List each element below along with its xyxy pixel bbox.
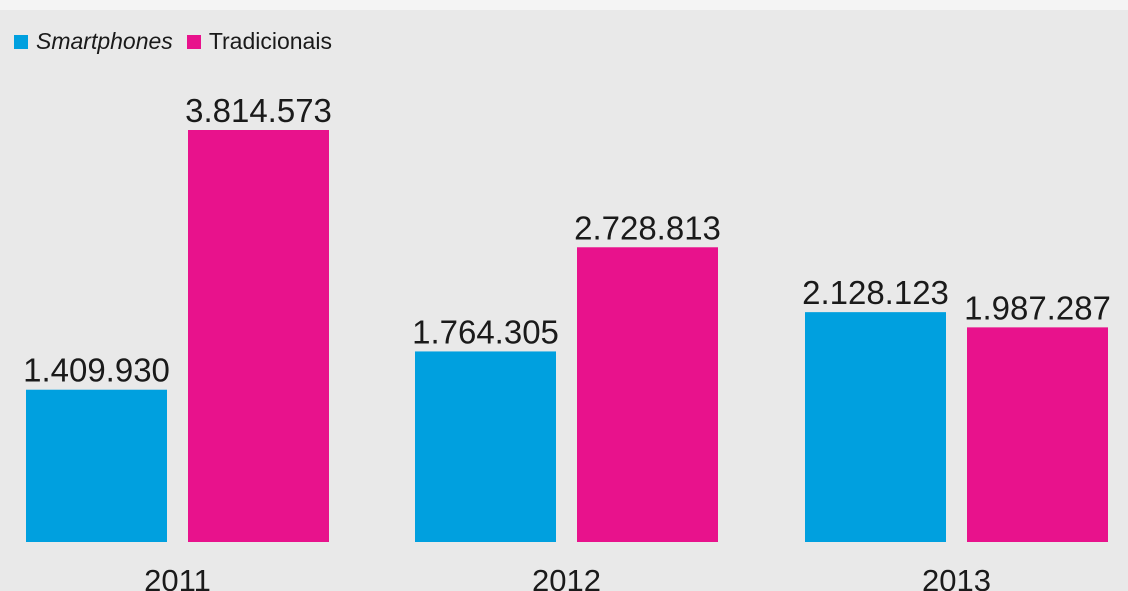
bar-smartphones-2011 [26, 389, 167, 542]
legend-label-tradicionais: Tradicionais [208, 28, 332, 54]
x-tick-label-2012: 2012 [532, 563, 601, 591]
data-label-smartphones-2012: 1.764.305 [412, 313, 559, 350]
legend-item-smartphones: Smartphones [14, 28, 173, 55]
bar-tradicionais-2013 [967, 327, 1108, 542]
data-label-tradicionais-2011: 3.814.573 [185, 92, 332, 129]
top-divider [0, 0, 1128, 10]
legend-swatch-tradicionais [186, 34, 201, 49]
legend-item-tradicionais: Tradicionais [186, 28, 332, 55]
bar-tradicionais-2011 [188, 130, 329, 542]
legend-label-smartphones: Smartphones [36, 28, 173, 54]
legend-swatch-smartphones [14, 34, 28, 49]
legend: Smartphones Tradicionais [14, 28, 346, 55]
data-label-smartphones-2011: 1.409.930 [23, 352, 170, 389]
x-tick-label-2011: 2011 [144, 563, 211, 591]
data-label-tradicionais-2012: 2.728.813 [574, 209, 721, 246]
bar-smartphones-2013 [805, 312, 946, 542]
data-label-smartphones-2013: 2.128.123 [802, 274, 949, 311]
x-tick-label-2013: 2013 [922, 563, 991, 591]
bar-tradicionais-2012 [577, 247, 718, 542]
bar-smartphones-2012 [415, 351, 556, 542]
data-label-tradicionais-2013: 1.987.287 [964, 289, 1111, 326]
